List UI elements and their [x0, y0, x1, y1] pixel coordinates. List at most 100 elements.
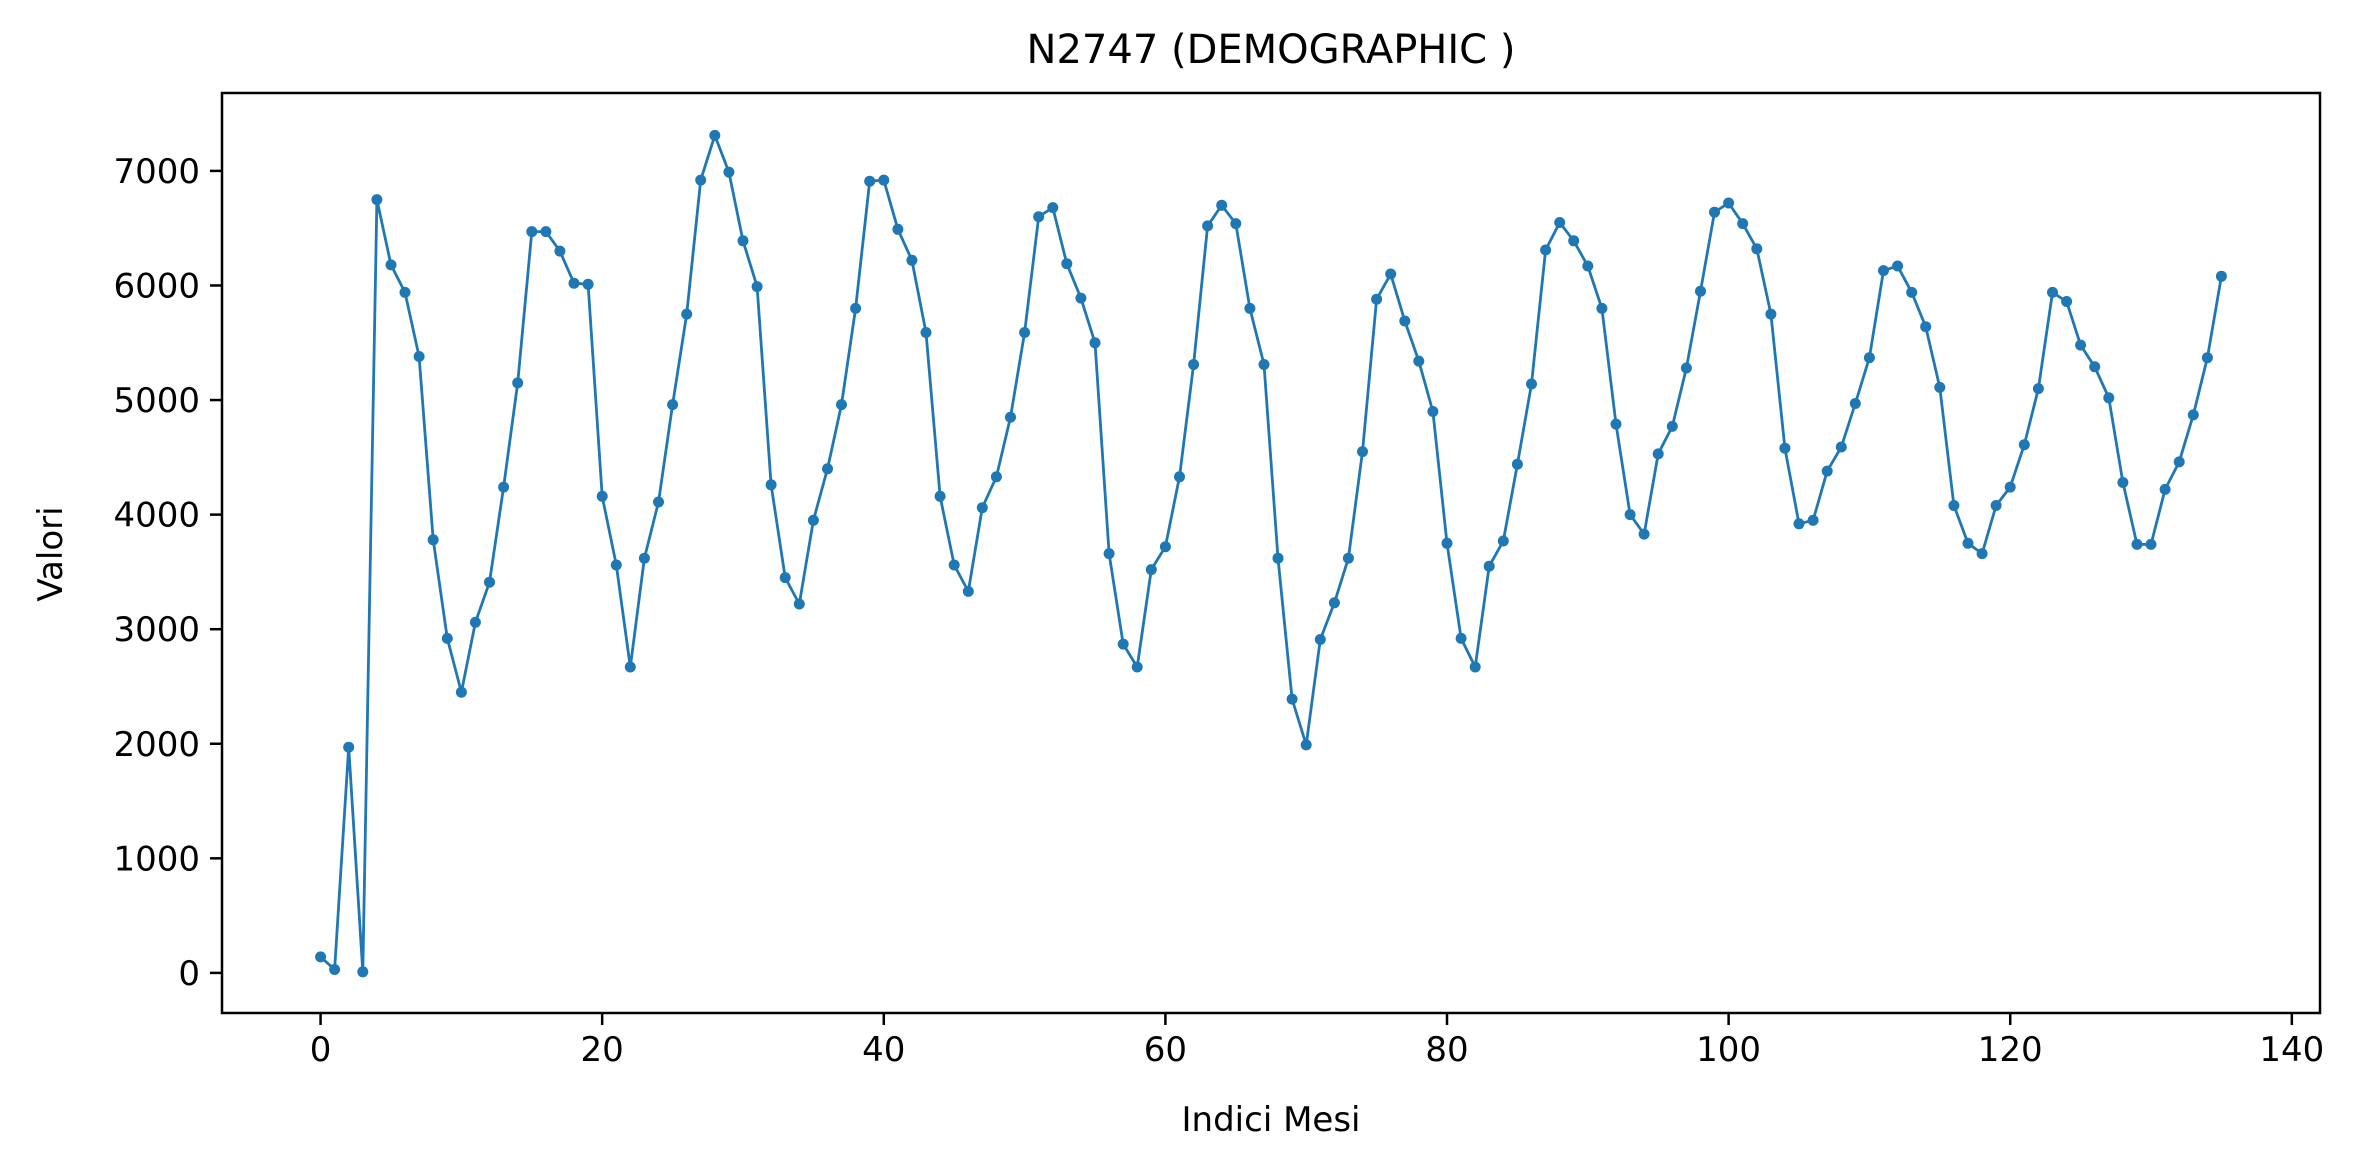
data-point [2159, 483, 2171, 495]
y-tick-label: 3000 [113, 610, 200, 650]
data-point [343, 741, 355, 753]
data-point [751, 281, 763, 293]
series-line [319, 133, 2223, 974]
data-point [554, 245, 566, 257]
data-point [1892, 260, 1904, 272]
data-point [1582, 260, 1594, 272]
data-point [2018, 439, 2030, 451]
data-point [1061, 258, 1073, 270]
data-point [1652, 448, 1664, 460]
data-point [737, 235, 749, 247]
data-point [1188, 359, 1200, 370]
y-tick-label: 4000 [113, 496, 200, 536]
data-point [413, 351, 425, 362]
data-point [1117, 638, 1129, 650]
data-point [1540, 244, 1552, 256]
data-point [850, 302, 862, 314]
data-point [906, 254, 918, 266]
data-point [2032, 383, 2044, 395]
data-point [638, 552, 650, 564]
data-point [2061, 296, 2073, 307]
y-tick-label: 1000 [113, 839, 200, 879]
data-point [2047, 286, 2058, 298]
data-point [948, 559, 960, 571]
data-point [1244, 302, 1256, 314]
data-point [1990, 500, 2002, 511]
data-point [371, 194, 383, 206]
data-point [667, 399, 679, 411]
data-point [1230, 218, 1242, 230]
data-point [1272, 552, 1284, 564]
x-tick-label: 40 [862, 1030, 905, 1070]
data-point [2075, 339, 2087, 351]
data-point [653, 496, 664, 508]
data-point [1793, 518, 1805, 530]
data-point [1596, 302, 1608, 314]
x-tick-label: 100 [1696, 1030, 1761, 1070]
data-point [1779, 442, 1791, 454]
x-tick-label: 0 [310, 1030, 332, 1070]
data-point [1019, 327, 1031, 338]
data-point [1962, 537, 1974, 549]
y-tick-label: 0 [178, 954, 200, 994]
x-tick-label: 120 [1978, 1030, 2043, 1070]
data-point [976, 502, 988, 514]
data-point [498, 481, 510, 493]
data-point [1145, 564, 1157, 576]
axis-ticks: 0 20 40 60 80 100 120 140 0 1000 2000 3000 4000 5000 6… [113, 152, 2324, 1070]
data-point [1610, 418, 1622, 430]
data-point [1286, 693, 1298, 705]
data-point [1033, 211, 1045, 223]
data-point [822, 463, 833, 475]
data-point [385, 259, 397, 271]
data-point [878, 174, 890, 186]
data-point [1624, 509, 1636, 521]
data-point [1441, 537, 1453, 549]
y-tick-label: 6000 [113, 266, 200, 306]
data-point [2201, 352, 2213, 364]
data-point [1342, 552, 1354, 564]
data-point [582, 278, 594, 290]
data-point [329, 964, 341, 975]
data-point [427, 534, 439, 546]
data-point [2187, 409, 2199, 421]
data-point [624, 661, 636, 673]
data-point [2173, 456, 2185, 468]
data-point [1469, 661, 1481, 673]
data-point [484, 576, 495, 588]
data-point [1849, 398, 1861, 409]
data-point [1680, 362, 1692, 374]
data-point [1131, 661, 1143, 673]
y-tick-label: 7000 [113, 152, 200, 192]
data-point [1089, 337, 1101, 349]
data-point [1497, 535, 1509, 547]
data-point [1258, 359, 1270, 370]
data-point [1765, 308, 1777, 320]
chart-title: N2747 (DEMOGRAPHIC ) [1027, 27, 1516, 73]
data-point [568, 277, 580, 289]
data-point [962, 585, 974, 597]
data-point [892, 223, 904, 235]
data-point [779, 572, 791, 584]
data-point [1807, 514, 1819, 526]
y-tick-label: 5000 [113, 381, 200, 421]
data-point [1047, 202, 1059, 214]
x-tick-label: 20 [581, 1030, 624, 1070]
data-point [681, 308, 693, 320]
data-point [1216, 199, 1228, 211]
data-point [1920, 321, 1932, 333]
data-point [1906, 286, 1918, 298]
data-point [610, 559, 622, 571]
data-point [1399, 315, 1411, 327]
data-point [1751, 243, 1763, 255]
data-point [1005, 411, 1016, 423]
data-point [2131, 538, 2143, 550]
data-point [357, 966, 369, 978]
data-point [2089, 361, 2101, 373]
data-point [1526, 378, 1537, 390]
data-point [934, 490, 946, 502]
data-point [1723, 197, 1735, 209]
data-point [1638, 528, 1650, 540]
data-point [1976, 548, 1988, 560]
